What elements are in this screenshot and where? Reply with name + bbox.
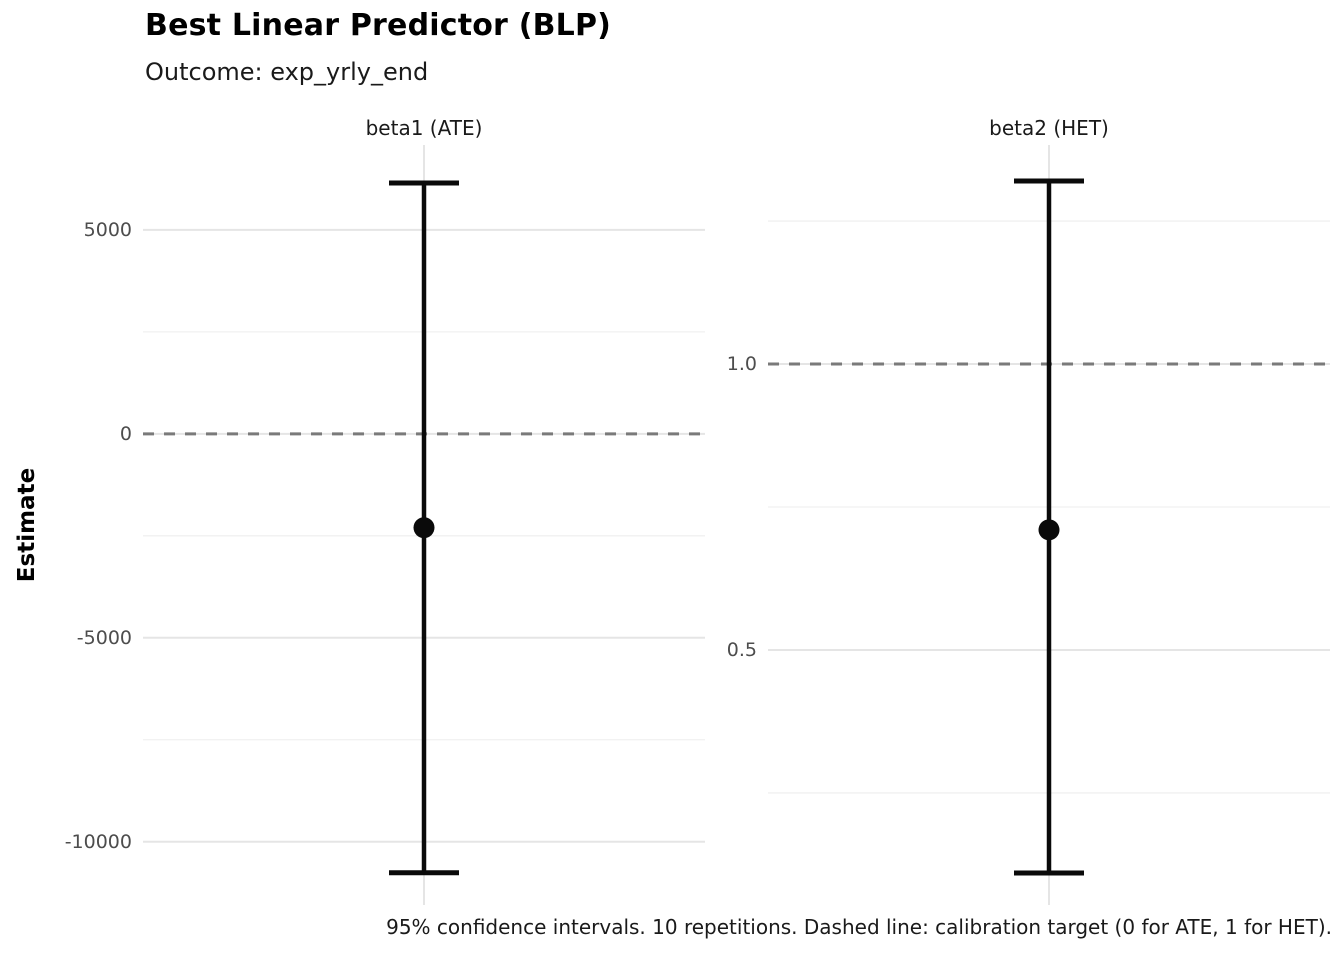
estimate-point [413,517,435,539]
facet-label: beta2 (HET) [989,116,1109,140]
y-tick-label: -10000 [64,830,132,853]
plot-title: Best Linear Predictor (BLP) [145,8,612,43]
estimate-point [1038,519,1060,541]
y-tick-label: -5000 [76,626,132,649]
y-axis-title: Estimate [14,467,40,583]
facet-label: beta1 (ATE) [365,116,483,140]
y-tick-label: 5000 [83,218,132,241]
y-tick-label: 0.5 [726,638,757,661]
y-tick-label: 0 [119,422,132,445]
plot-caption: 95% confidence intervals. 10 repetitions… [386,915,1332,939]
plot-subtitle: Outcome: exp_yrly_end [145,58,429,86]
y-tick-label: 1.0 [726,353,757,376]
